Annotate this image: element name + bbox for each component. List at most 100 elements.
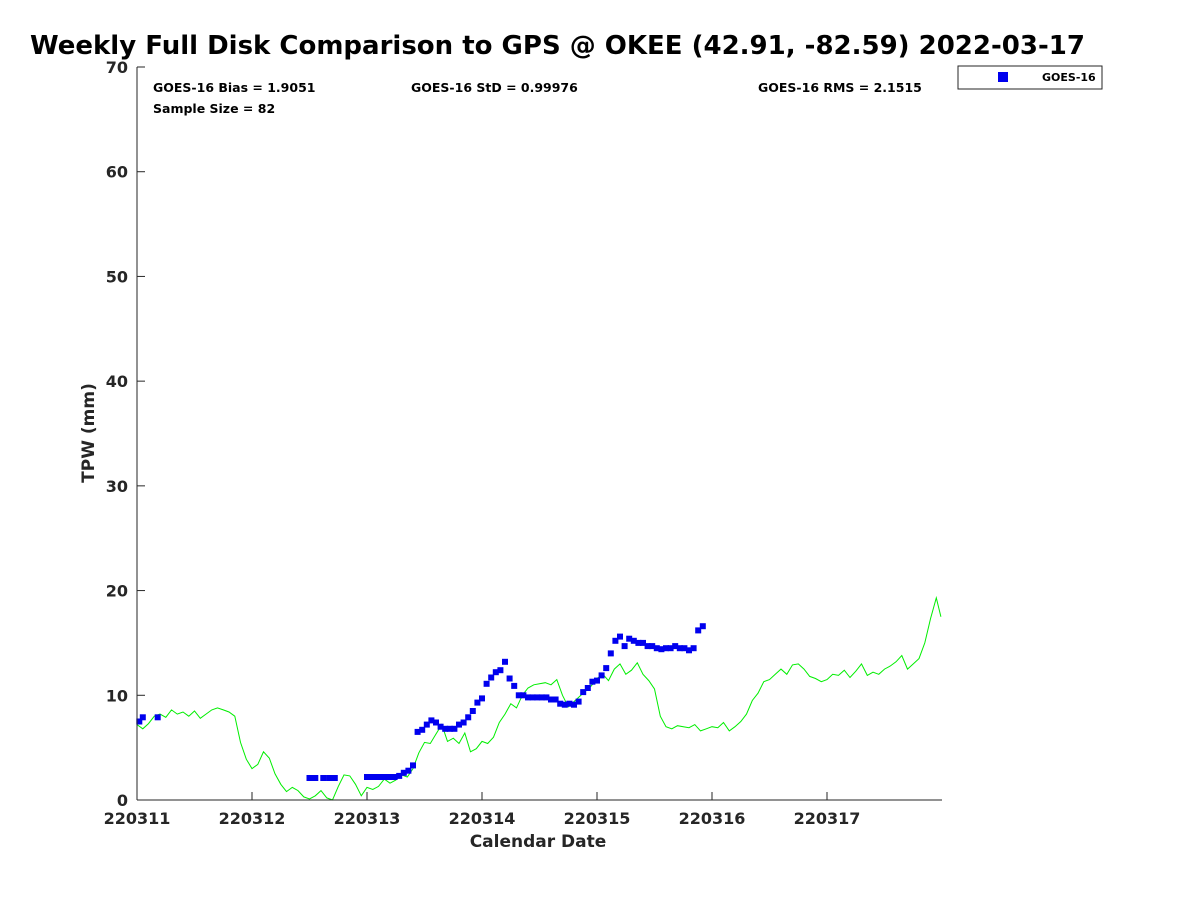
goes16-point: [603, 665, 610, 672]
goes16-point: [649, 643, 656, 650]
goes16-point: [552, 696, 559, 703]
goes16-point: [695, 627, 702, 634]
goes16-point: [534, 694, 541, 701]
goes16-point: [469, 708, 476, 714]
goes16-point: [575, 698, 582, 705]
goes16-point: [391, 774, 398, 780]
goes16-point: [387, 774, 393, 780]
goes16-point: [306, 775, 313, 781]
goes16-point: [658, 646, 665, 653]
x-ticks: 220311 220312 220313 220314 220315 220316 2203…: [104, 792, 861, 828]
goes16-point: [320, 775, 327, 781]
goes16-point: [400, 769, 407, 776]
goes16-point: [525, 694, 531, 701]
goes16-point: [538, 694, 545, 701]
y-tick-label: 10: [106, 686, 128, 705]
goes16-point: [326, 775, 333, 781]
goes16-point: [690, 645, 697, 652]
goes16-point: [580, 689, 587, 696]
goes16-point: [312, 775, 319, 781]
goes16-point: [520, 692, 527, 699]
goes16-point: [561, 701, 568, 708]
goes16-point: [373, 774, 380, 780]
y-tick-label: 60: [106, 163, 128, 182]
goes16-point: [465, 714, 472, 721]
goes16-point: [543, 694, 550, 701]
y-tick-label: 0: [117, 791, 128, 810]
goes16-point: [154, 714, 161, 721]
goes16-point: [405, 767, 412, 774]
goes16-point: [548, 696, 554, 703]
stat-bias: GOES-16 Bias = 1.9051: [153, 80, 315, 95]
goes16-point: [699, 623, 706, 630]
goes16-point: [630, 637, 637, 644]
goes16-point: [437, 723, 444, 730]
stats-box: GOES-16 Bias = 1.9051 GOES-16 StD = 0.99…: [153, 80, 922, 116]
goes16-point: [621, 643, 628, 650]
goes16-point: [364, 774, 370, 780]
x-tick-label: 220312: [219, 809, 286, 828]
goes16-point: [331, 775, 338, 781]
goes16-point: [442, 725, 449, 732]
goes16-point: [492, 669, 499, 676]
legend-marker: [998, 72, 1008, 82]
goes16-point: [589, 678, 596, 685]
goes16-point: [139, 714, 146, 721]
goes16-point: [612, 637, 619, 644]
gps-tpw-line: [136, 595, 942, 801]
stat-rms: GOES-16 RMS = 2.1515: [758, 80, 922, 95]
goes16-point: [529, 694, 536, 701]
goes16-point: [396, 772, 403, 779]
goes16-point: [428, 717, 435, 724]
x-tick-label: 220314: [449, 809, 516, 828]
x-tick-label: 220311: [104, 809, 171, 828]
goes16-point: [419, 726, 426, 733]
y-ticks: 0 10 20 30 40 50 60 70: [106, 58, 145, 810]
x-tick-label: 220317: [794, 809, 861, 828]
goes16-point: [607, 650, 614, 657]
goes16-point: [410, 762, 416, 769]
goes16-point: [479, 695, 485, 702]
goes16-point: [626, 635, 633, 642]
goes16-point: [594, 677, 600, 684]
goes16-point: [681, 645, 688, 652]
legend: GOES-16: [957, 65, 1103, 90]
goes16-point: [456, 721, 462, 728]
stat-std: GOES-16 StD = 0.99976: [411, 80, 578, 95]
x-axis-label: Calendar Date: [470, 832, 607, 852]
y-tick-label: 70: [106, 58, 128, 77]
goes16-point: [506, 675, 513, 682]
goes16-point: [497, 667, 504, 674]
goes16-point: [653, 645, 660, 652]
y-axis-label: TPW (mm): [79, 383, 99, 483]
goes16-point: [382, 774, 389, 780]
goes16-point: [451, 725, 458, 732]
chart-title: Weekly Full Disk Comparison to GPS @ OKE…: [30, 31, 1085, 61]
stat-sample-size: Sample Size = 82: [153, 101, 275, 116]
goes16-point: [663, 645, 669, 652]
goes16-point: [617, 633, 623, 640]
goes16-point: [511, 682, 518, 689]
legend-label: GOES-16: [1042, 71, 1096, 84]
goes16-point: [377, 774, 384, 780]
goes16-point: [474, 699, 481, 706]
y-tick-label: 50: [106, 267, 128, 286]
goes16-point: [423, 721, 430, 728]
goes16-point: [557, 700, 564, 707]
goes16-point: [515, 692, 522, 699]
x-tick-label: 220315: [564, 809, 631, 828]
x-tick-label: 220313: [334, 809, 401, 828]
goes16-point: [686, 647, 692, 654]
goes16-point: [584, 685, 591, 691]
goes16-point: [676, 645, 683, 652]
goes16-point: [368, 774, 375, 780]
goes16-point: [667, 645, 674, 652]
legend-box: [957, 65, 1103, 90]
goes16-point: [502, 658, 508, 665]
goes16-point: [136, 718, 143, 725]
goes16-point: [672, 643, 679, 650]
goes16-point: [635, 639, 642, 646]
y-tick-label: 40: [106, 372, 128, 391]
plot-area: 0 10 20 30 40 50 60 70 220311 220312 220313 220314…: [104, 58, 942, 828]
